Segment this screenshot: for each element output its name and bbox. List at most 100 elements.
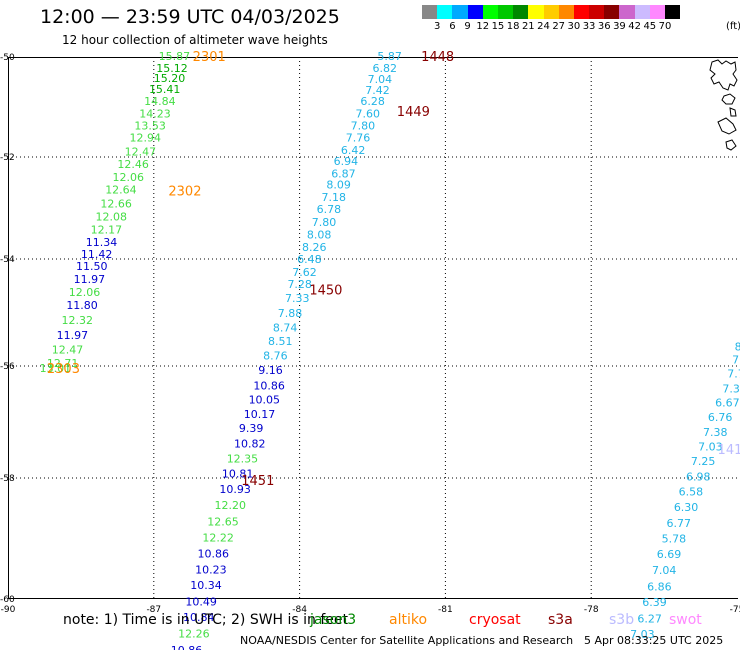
wave-height-point: 11.97 — [74, 273, 106, 286]
wave-height-point: 7.60 — [355, 108, 380, 121]
lon-tick-label: -75 — [730, 605, 740, 615]
wave-height-point: 6.39 — [642, 596, 667, 609]
wave-height-point: 7.38 — [703, 426, 728, 439]
lat-tick-label: -58 — [0, 474, 15, 484]
legend-tick-label: 21 — [521, 21, 535, 32]
wave-height-point: 10.49 — [185, 595, 217, 608]
wave-height-point: 9.39 — [239, 422, 264, 435]
wave-height-point: 7.04 — [368, 73, 393, 86]
altimeter-tracks: 15.8715.1215.2015.4114.8414.2313.5312.94… — [40, 50, 740, 650]
pass-number-label: 1412 — [718, 443, 740, 458]
wave-height-point: 12.26 — [178, 627, 210, 640]
satellite-legend-item: jason3 — [310, 612, 357, 628]
wave-height-point: 12.06 — [112, 171, 143, 184]
legend-tick-label: 18 — [506, 21, 520, 32]
legend-tick-label: 36 — [597, 21, 611, 32]
wave-height-point: 6.78 — [317, 203, 342, 216]
wave-height-point: 6.98 — [686, 470, 711, 483]
wave-height-point: 7.79 — [727, 367, 740, 380]
wave-height-point: 10.86 — [171, 644, 203, 650]
track-1448: 5.876.827.047.426.287.607.807.766.426.94… — [171, 50, 402, 650]
wave-height-point: 12.17 — [91, 223, 123, 236]
legend-tick-label: 30 — [567, 21, 581, 32]
wave-height-point: 8.51 — [268, 335, 293, 348]
wave-height-point: 7.80 — [312, 216, 337, 229]
lon-tick-label: -84 — [292, 605, 307, 615]
legend-tick-label: 6 — [449, 21, 456, 32]
satellite-legend-item: s3a — [548, 612, 573, 628]
pass-number-label: 1450 — [309, 283, 342, 298]
lon-tick-label: -87 — [146, 605, 161, 615]
legend-tick-label: 9 — [464, 21, 471, 32]
wave-height-point: 6.48 — [297, 253, 322, 266]
legend-swatch — [665, 5, 681, 19]
wave-height-point: 12.64 — [105, 184, 137, 197]
wave-height-point: 7.03 — [698, 441, 723, 454]
wave-height-point: 10.86 — [198, 548, 230, 561]
wave-height-point: 7.18 — [321, 191, 346, 204]
wave-height-point: 6.87 — [331, 167, 356, 180]
legend-swatch: 39 — [604, 5, 626, 32]
coastline-shape — [729, 107, 737, 117]
wave-height-point: 14.23 — [139, 108, 171, 121]
wave-height-point: 15.87 — [159, 50, 191, 63]
wave-height-point: 9.16 — [258, 364, 283, 377]
wave-height-point: 7.42 — [365, 84, 390, 97]
wave-height-point: 14.84 — [144, 95, 176, 108]
wave-height-point: 12.20 — [215, 499, 247, 512]
track-2301: 15.8715.1215.2015.4114.8414.2313.5312.94… — [40, 50, 191, 375]
wave-height-point: 10.23 — [195, 563, 227, 576]
wave-height-point: 6.28 — [360, 95, 385, 108]
legend-swatch: 21 — [513, 5, 535, 32]
map-title: 12:00 — 23:59 UTC 04/03/2025 — [40, 6, 340, 28]
wave-height-point: 10.82 — [234, 437, 265, 450]
wave-height-point: 6.67 — [715, 396, 740, 409]
wave-height-point: 7.76 — [346, 132, 371, 145]
wave-height-point: 7.88 — [278, 307, 303, 320]
wave-height-point: 11.42 — [81, 248, 113, 261]
wave-height-point: 6.58 — [679, 485, 704, 498]
wave-height-point: 12.47 — [52, 343, 84, 356]
lat-tick-label: -60 — [0, 595, 15, 605]
pass-number-label: 2302 — [168, 185, 201, 200]
axis-ticks: -90 -87 -84 -81 -78 -75 -50 -52 -54 -56 -58 -60 — [0, 53, 740, 615]
legend-tick-label: 33 — [582, 21, 596, 32]
coastline-fragment — [709, 59, 738, 151]
wave-height-point: 8.08 — [307, 229, 332, 242]
coastline-shape — [709, 59, 738, 91]
legend-swatch: 70 — [649, 5, 671, 32]
legend-swatch: 24 — [528, 5, 550, 32]
wave-height-point: 13.01 — [40, 362, 71, 375]
coastline-shape — [717, 117, 737, 135]
wave-height-point: 10.05 — [249, 394, 281, 407]
satellite-legend-item: s3b — [609, 612, 635, 628]
satellite-legend-item: altiko — [389, 612, 428, 628]
wave-height-point: 12.66 — [100, 197, 132, 210]
lat-tick-label: -50 — [0, 53, 15, 63]
coastline-shape — [725, 139, 737, 151]
legend-swatch: 42 — [619, 5, 641, 32]
wave-height-point: 6.76 — [708, 411, 733, 424]
wave-height-point: 12.35 — [227, 452, 259, 465]
legend-tick-label: 24 — [537, 21, 550, 32]
wave-height-point: 7.80 — [351, 120, 376, 133]
wave-height-point: 7.33 — [285, 292, 310, 305]
legend-tick-label: 27 — [552, 21, 566, 32]
wave-height-point: 6.94 — [334, 155, 359, 168]
wave-height-point: 7.33 — [722, 382, 740, 395]
legend-tick-label: 70 — [658, 21, 672, 32]
wave-height-point: 12.47 — [125, 146, 157, 159]
legend-swatch: 15 — [482, 5, 504, 32]
wave-height-point: 6.86 — [647, 580, 672, 593]
wave-height-point: 5.87 — [377, 50, 402, 63]
pass-number-label: 2301 — [193, 50, 226, 65]
track-1412: 86.6.18.927.507.797.336.676.767.387.037.… — [630, 326, 740, 641]
wave-height-point: 7.62 — [292, 266, 317, 279]
wave-height-point: 6.42 — [341, 144, 366, 157]
wave-height-point: 10.17 — [244, 408, 276, 421]
legend-tick-label: 45 — [643, 21, 657, 32]
legend-swatch: 30 — [558, 5, 580, 32]
map-subtitle: 12 hour collection of altimeter wave hei… — [62, 33, 328, 47]
color-legend: 3 6 9 12 15 18 21 24 27 30 33 36 39 42 45 70 (ft) — [422, 5, 740, 32]
lat-tick-label: -54 — [0, 255, 15, 265]
